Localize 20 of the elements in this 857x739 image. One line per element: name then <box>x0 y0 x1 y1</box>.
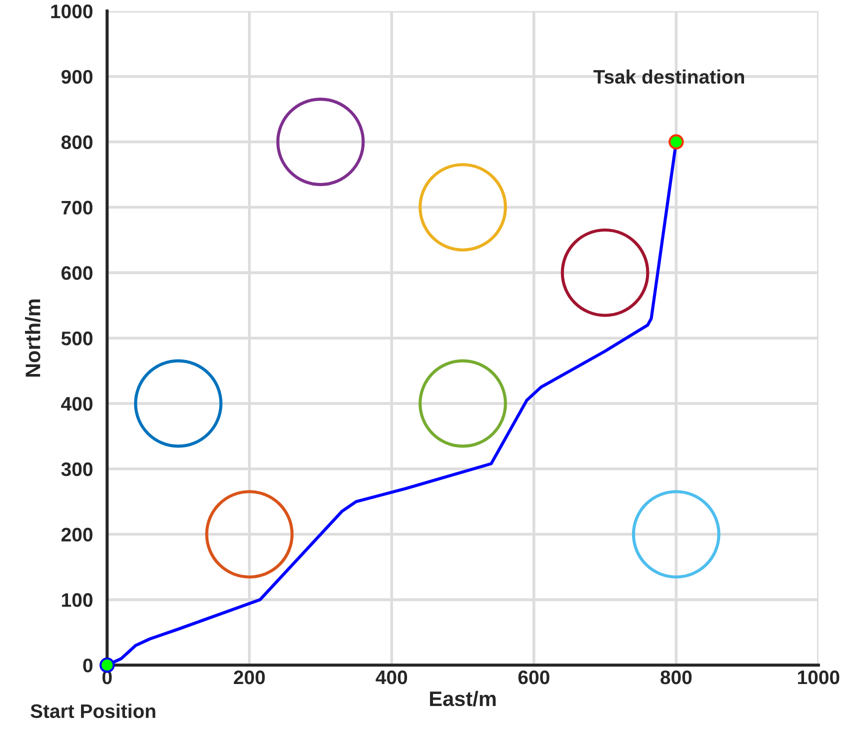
y-tick-label: 700 <box>62 200 92 215</box>
y-tick-label: 800 <box>61 135 92 150</box>
x-tick-label: 1000 <box>798 670 840 684</box>
y-tick-label: 0 <box>83 658 92 672</box>
y-tick-label: 200 <box>61 528 92 542</box>
x-tick-label: 400 <box>376 670 408 684</box>
y-tick-label: 600 <box>62 266 92 280</box>
y-tick-label: 1000 <box>51 4 92 18</box>
x-axis-title: East/m <box>430 690 496 706</box>
y-tick-label: 400 <box>61 396 92 411</box>
annotation: Start Position <box>30 704 156 718</box>
x-tick-label: 800 <box>660 670 692 684</box>
y-tick-label: 300 <box>61 462 92 476</box>
x-tick-label: 200 <box>234 670 265 684</box>
y-tick-label: 900 <box>61 70 92 84</box>
y-tick-label: 100 <box>62 593 92 607</box>
y-axis-title: North/m <box>25 299 41 377</box>
x-tick-label: 600 <box>518 670 550 684</box>
annotation: Tsak destination <box>593 69 744 84</box>
y-tick-label: 500 <box>61 332 92 346</box>
